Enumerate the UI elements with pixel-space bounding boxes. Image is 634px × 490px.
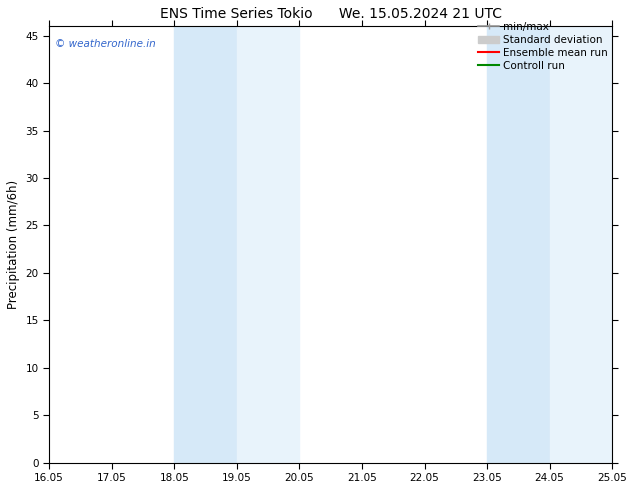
Bar (550, 26, 612, 463)
Bar (174, 26, 237, 463)
Title: ENS Time Series Tokio      We. 15.05.2024 21 UTC: ENS Time Series Tokio We. 15.05.2024 21 … (160, 7, 501, 21)
Bar (237, 26, 299, 463)
Y-axis label: Precipitation (mm/6h): Precipitation (mm/6h) (7, 180, 20, 309)
Text: © weatheronline.in: © weatheronline.in (55, 39, 155, 49)
Legend: min/max, Standard deviation, Ensemble mean run, Controll run: min/max, Standard deviation, Ensemble me… (474, 18, 612, 75)
Bar (487, 26, 550, 463)
